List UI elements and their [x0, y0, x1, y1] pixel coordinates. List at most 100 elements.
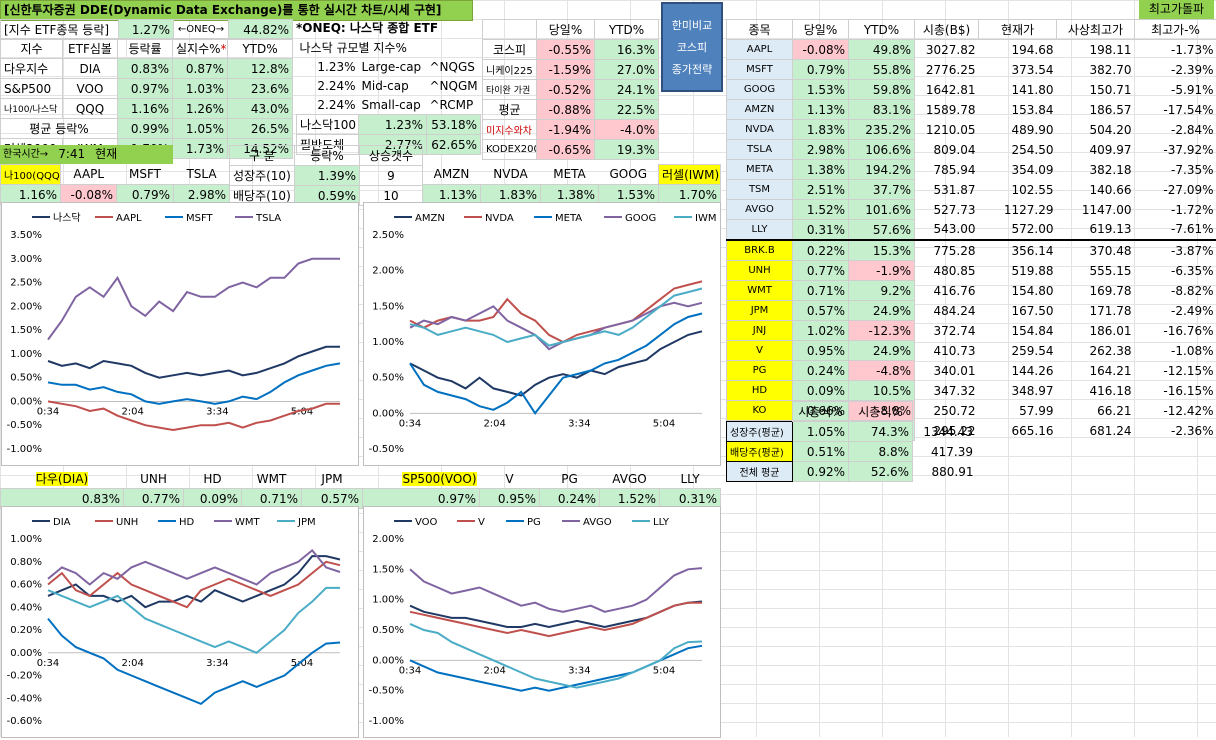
stock-ytd: 101.6% [849, 200, 915, 220]
x-tick-label: 3:34 [568, 418, 590, 429]
stock-mcap: 372.74 [915, 321, 979, 341]
stock-day-chg: 1.53% [793, 80, 849, 100]
header-v2: 44.82% [229, 20, 293, 40]
series-line-V [410, 603, 702, 636]
nasdaq-size-sym: ^NQGS [427, 57, 481, 76]
stock-ytd: 24.9% [849, 341, 915, 361]
stocks-head-1: 당일% [793, 20, 849, 40]
nasdaq-size-sym: ^RCMP [427, 95, 481, 115]
y-tick-label: 0.20% [10, 625, 42, 636]
index-head-star: * [221, 42, 227, 56]
stock-ath: 198.11 [1057, 40, 1135, 60]
big-label: TSLA [174, 165, 230, 185]
strategy-button[interactable]: 한미비교 코스피 종가전략 [661, 2, 723, 92]
stock-price: 254.50 [979, 140, 1057, 160]
stock-symbol: META [727, 160, 793, 180]
legend-label-DIA: DIA [53, 517, 71, 528]
index-real: 1.26% [173, 99, 228, 119]
stock-ytd: 59.8% [849, 80, 915, 100]
stock-ath: 164.21 [1057, 361, 1135, 381]
stock-from-ath: -1.72% [1135, 200, 1216, 220]
y-tick-label: -0.50% [369, 444, 404, 455]
stock-mcap: 416.76 [915, 281, 979, 301]
sp-label: SP500(VOO) [402, 472, 476, 486]
nasdaq-size-pct: 2.24% [297, 95, 359, 115]
index-sym: DIA [63, 59, 118, 79]
stock-from-ath: -16.76% [1135, 321, 1216, 341]
stock-ath: 416.18 [1057, 381, 1135, 401]
y-tick-label: -0.20% [7, 671, 42, 682]
stock-mcap: 2776.25 [915, 60, 979, 80]
index-sym: QQQ [63, 99, 118, 119]
stock-symbol: NVDA [727, 120, 793, 140]
x-tick-label: 2:04 [483, 418, 505, 429]
legend-label-AMZN: AMZN [415, 213, 445, 224]
stock-symbol: TSM [727, 180, 793, 200]
stock-mcap: 785.94 [915, 160, 979, 180]
index-real: 1.03% [173, 79, 228, 99]
asia-chg: -0.52% [537, 80, 595, 100]
legend-label-NVDA: NVDA [485, 213, 514, 224]
growth-head-1: 등락% [295, 146, 360, 166]
stock-ytd: -4.8% [849, 361, 915, 381]
summary-v1: 0.51% [793, 442, 849, 462]
y-tick-label: 2.00% [10, 301, 42, 312]
stock-day-chg: 0.95% [793, 341, 849, 361]
series-line-WMT [48, 550, 340, 584]
header-v1: 1.27% [119, 20, 174, 40]
stock-price: 194.68 [979, 40, 1057, 60]
stock-from-ath: -1.08% [1135, 341, 1216, 361]
x-tick-label: 3:34 [568, 665, 590, 676]
growth-chg: 1.39% [295, 166, 360, 186]
summary-v1: 0.92% [793, 462, 849, 482]
index-head-1: ETF심볼 [63, 39, 118, 59]
stock-mcap: 1589.78 [915, 100, 979, 120]
summary-v2: 8.8% [849, 442, 913, 462]
stock-ytd: 194.2% [849, 160, 915, 180]
asia-head-2: YTD% [595, 20, 659, 40]
big-label: META [541, 165, 599, 185]
summary-v3: 1344.43 [913, 422, 977, 442]
header-label: [지수 ETF종목 등락] [1, 20, 119, 40]
stocks-head-4: 현재가 [979, 20, 1057, 40]
stock-day-chg: 1.02% [793, 321, 849, 341]
y-tick-label: -0.50% [369, 686, 404, 697]
stock-symbol: GOOG [727, 80, 793, 100]
big-row-right: AMZN NVDA META GOOG 러셀(IWM) 1.13% 1.83% … [422, 164, 721, 205]
sp-label: V [480, 469, 540, 489]
nasdaq-extra-ytd: 62.65% [427, 135, 481, 155]
stocks-head-6: 최고가-% [1135, 20, 1216, 40]
stock-day-chg: 0.31% [793, 220, 849, 241]
legend-label-GOOG: GOOG [625, 213, 656, 224]
stock-ath: 186.57 [1057, 100, 1135, 120]
y-tick-label: 0.40% [10, 602, 42, 613]
stock-price: 167.50 [979, 301, 1057, 321]
asia-name: 미지수와차 [483, 120, 537, 140]
stock-symbol: WMT [727, 281, 793, 301]
big-label: AAPL [61, 165, 117, 185]
series-line-UNH [48, 562, 340, 607]
x-tick-label: 0:34 [399, 418, 421, 429]
y-tick-label: 2.00% [372, 266, 404, 277]
summary-v2: 74.3% [849, 422, 913, 442]
oneq-label: ←ONEQ→ [174, 20, 229, 40]
index-ytd: 26.5% [228, 119, 293, 139]
summary-head: 시총식% [793, 402, 849, 422]
stock-ytd: 235.2% [849, 120, 915, 140]
stock-price: 153.84 [979, 100, 1057, 120]
asia-chg: -0.65% [537, 140, 595, 160]
asia-name: 니케이225 [483, 60, 537, 80]
series-line-TSLA [48, 259, 340, 340]
stock-day-chg: 1.38% [793, 160, 849, 180]
asia-chg: -0.55% [537, 40, 595, 60]
header-row: [지수 ETF종목 등락] 1.27% ←ONEQ→ 44.82% [0, 19, 293, 40]
x-tick-label: 2:04 [483, 665, 505, 676]
stock-ath: 681.24 [1057, 421, 1135, 441]
legend-label-IWM: IWM [695, 213, 716, 224]
